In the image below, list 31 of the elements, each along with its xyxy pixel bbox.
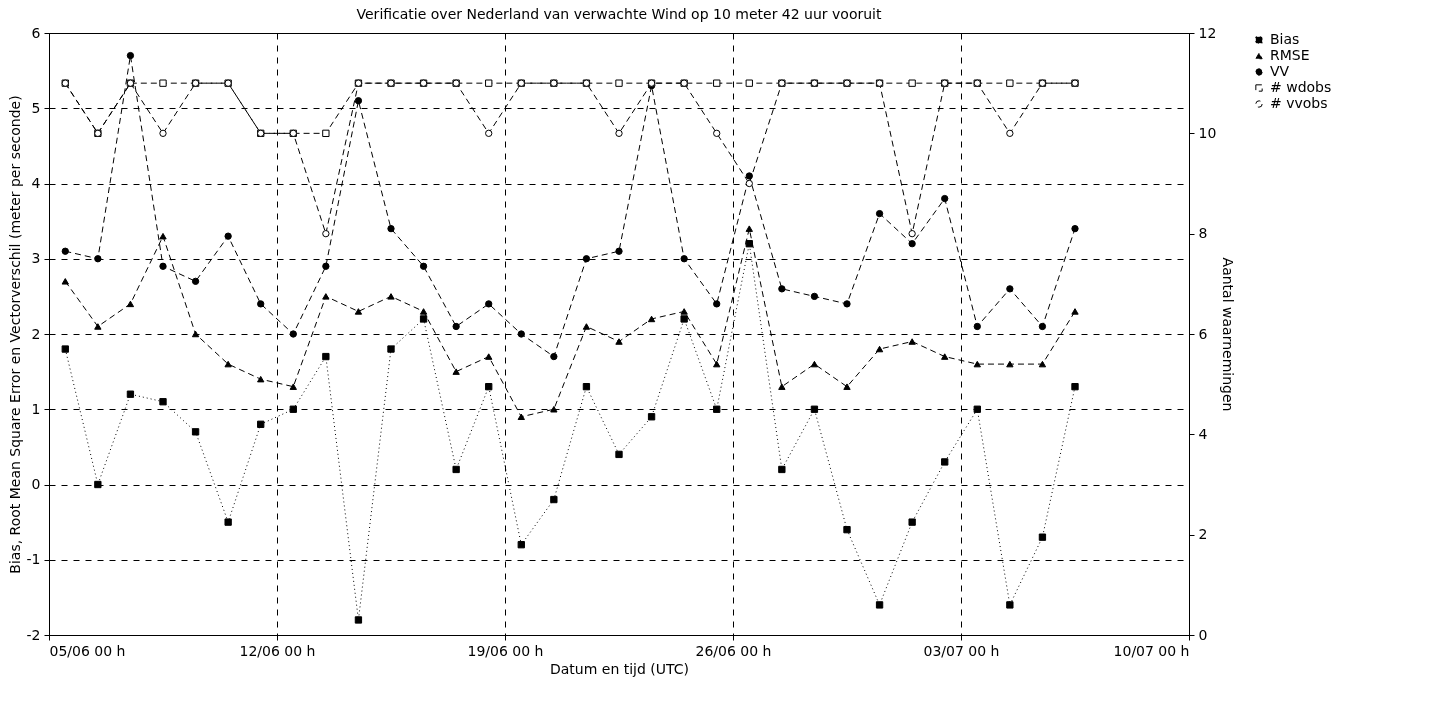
y2-tick-label: 2 — [1198, 526, 1208, 543]
y-tick-label: 3 — [31, 250, 41, 267]
legend-label: VV — [1270, 63, 1290, 79]
y2-tick-label: 10 — [1198, 124, 1217, 141]
x-tick-label: 19/06 00 h — [467, 642, 544, 659]
y-tick-label: 6 — [31, 24, 41, 41]
y2-tick-label: 4 — [1198, 425, 1208, 442]
legend-label: RMSE — [1270, 47, 1310, 63]
y2-tick-label: 0 — [1198, 626, 1208, 643]
y-tick-label: 2 — [31, 325, 41, 342]
legend-label: # vvobs — [1270, 95, 1328, 111]
x-tick-label: 26/06 00 h — [695, 642, 772, 659]
y-tick-label: 4 — [31, 175, 41, 191]
y-axis-title: Bias, Root Mean Square Error en Vectorverschil (meter per seconde) — [6, 95, 23, 574]
y2-tick-label: 12 — [1198, 24, 1217, 41]
y2-tick-label: 8 — [1198, 225, 1208, 242]
x-tick-label: 10/07 00 h — [1113, 642, 1190, 659]
legend-label: Bias — [1270, 31, 1300, 47]
y-tick-label: 5 — [31, 99, 41, 116]
y-tick-label: 1 — [31, 400, 41, 417]
y2-tick-label: 6 — [1198, 325, 1208, 342]
x-tick-label: 03/07 00 h — [923, 642, 1000, 659]
y-tick-label: -2 — [26, 626, 41, 643]
y-tick-label: 0 — [31, 476, 41, 492]
y-tick-label: -1 — [26, 551, 41, 568]
chart-title: Verificatie over Nederland van verwachte Wind op 10 meter 42 uur vooruit — [356, 6, 882, 22]
y2-axis-title: Aantal waarnemingen — [1220, 257, 1237, 412]
x-axis-title: Datum en tijd (UTC) — [549, 660, 690, 677]
x-tick-label: 12/06 00 h — [239, 642, 316, 659]
legend-label: # wdobs — [1270, 79, 1332, 95]
x-tick-label: 05/06 00 h — [49, 642, 126, 659]
